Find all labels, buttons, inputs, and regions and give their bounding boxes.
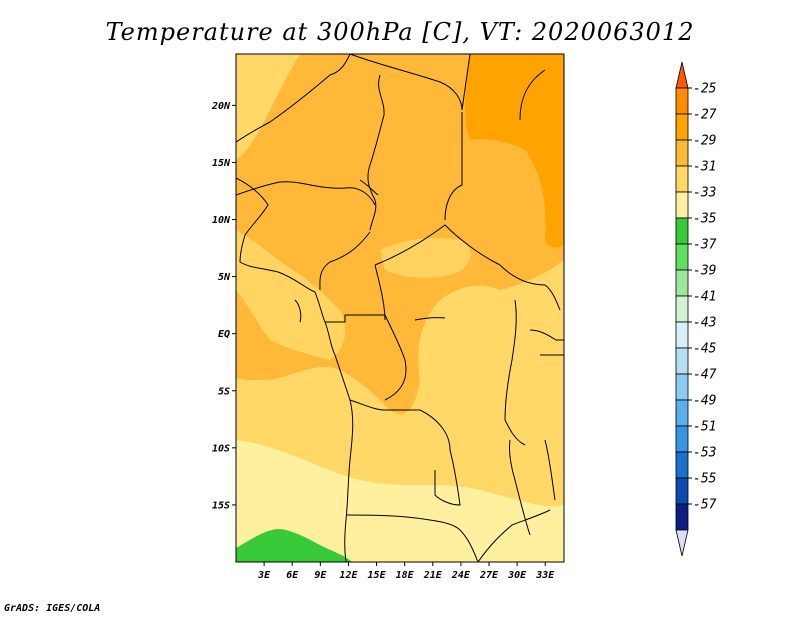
- colorbar-label: -25: [693, 82, 717, 97]
- border-malawi: [509, 439, 531, 536]
- lon-tick-label: 27E: [479, 570, 499, 581]
- lon-tick-label: 30E: [507, 570, 527, 581]
- colorbar-label: -55: [693, 472, 717, 487]
- border-egypt-sudan: [519, 69, 546, 121]
- colorbar-label: -27: [693, 108, 717, 123]
- lat-tick-label: 5S: [218, 386, 230, 397]
- border-namibia: [345, 514, 479, 562]
- grads-credit: GrADS: IGES/COLA: [4, 603, 101, 614]
- colorbar-label: -31: [693, 160, 716, 175]
- lat-tick-label: 15N: [212, 158, 231, 169]
- temperature-field: [236, 54, 564, 562]
- longitude-axis: 3E 6E 9E 12E 15E 18E 21E 24E 27E 30E 33E: [257, 562, 555, 581]
- colorbar-swatch: [675, 451, 689, 479]
- field-band-33-35: [236, 440, 564, 562]
- colorbar-swatch: [675, 425, 689, 453]
- colorbar-swatch: [675, 373, 689, 401]
- border-niger-chad: [367, 74, 385, 231]
- colorbar-swatch: [675, 87, 689, 115]
- border-angola-drc: [349, 399, 461, 506]
- colorbar-top-arrow: [675, 61, 689, 89]
- colorbar-swatch: [675, 321, 689, 349]
- lon-tick-label: 21E: [423, 570, 443, 581]
- field-band-27-29: [465, 54, 564, 248]
- colorbar-label: -41: [693, 290, 716, 305]
- border-libya: [349, 54, 471, 111]
- colorbar-label: -49: [693, 394, 716, 409]
- lat-tick-label: EQ: [218, 329, 230, 340]
- colorbar-label: -39: [693, 264, 716, 279]
- lon-tick-label: 33E: [535, 570, 555, 581]
- lat-tick-label: 20N: [211, 101, 231, 112]
- colorbar-swatch: [675, 503, 689, 531]
- border-mali-algeria: [236, 54, 351, 143]
- colorbar: -25 -27 -29 -31 -33 -35 -37 -39 -41 -43 -45 -47 -49 -…: [675, 61, 717, 557]
- border-cameroon-car: [374, 264, 386, 321]
- colorbar-swatch: [675, 399, 689, 427]
- colorbar-label: -29: [693, 134, 716, 149]
- colorbar-label: -53: [693, 446, 716, 461]
- latitude-axis: 20N 15N 10N 5N EQ 5S 10S 15S: [211, 101, 236, 511]
- field-patch-north-west: [236, 54, 300, 160]
- lon-tick-label: 3E: [257, 570, 271, 581]
- lon-tick-label: 9E: [314, 570, 327, 581]
- colorbar-swatch: [675, 243, 689, 271]
- border-congo: [325, 314, 407, 401]
- field-patch-gulf: [236, 230, 346, 360]
- colorbar-swatch: [675, 113, 689, 141]
- colorbar-label: -47: [693, 368, 717, 383]
- colorbar-swatch: [675, 295, 689, 323]
- map-title: Temperature at 300hPa [C], VT: 202006301…: [105, 18, 695, 46]
- colorbar-swatch: [675, 269, 689, 297]
- colorbar-swatch: [675, 165, 689, 193]
- colorbar-label: -51: [693, 420, 716, 435]
- coastline-atlantic: [236, 177, 354, 562]
- plot-frame: [235, 53, 565, 563]
- colorbar-swatch: [675, 347, 689, 375]
- lon-tick-label: 15E: [368, 570, 387, 581]
- field-patch-central: [380, 238, 471, 278]
- lat-tick-label: 10N: [212, 215, 231, 226]
- border-car: [374, 224, 561, 311]
- colorbar-label: -35: [693, 212, 717, 227]
- colorbar-label: -45: [693, 342, 717, 357]
- colorbar-swatch: [675, 191, 689, 219]
- colorbar-swatch: [675, 217, 689, 245]
- colorbar-label: -57: [693, 498, 717, 513]
- colorbar-swatch: [675, 477, 689, 505]
- border-zambia-south: [477, 509, 551, 562]
- border-great-lakes: [504, 299, 526, 446]
- colorbar-label: -43: [693, 316, 716, 331]
- lon-tick-label: 6E: [286, 570, 299, 581]
- lon-tick-label: 24E: [451, 570, 471, 581]
- colorbar-label: -37: [693, 238, 717, 253]
- border-mozambique: [544, 439, 556, 501]
- river-congo: [414, 317, 446, 321]
- borders: [236, 54, 564, 562]
- island-bioko: [294, 299, 302, 323]
- border-niger-nigeria: [236, 181, 376, 206]
- colorbar-swatch: [675, 139, 689, 167]
- field-band-35-37: [236, 528, 352, 562]
- lat-tick-label: 10S: [212, 443, 230, 454]
- border-cameroon-nigeria: [319, 231, 371, 291]
- lon-tick-label: 18E: [396, 570, 415, 581]
- lat-tick-label: 5N: [218, 272, 231, 283]
- lon-tick-label: 12E: [339, 570, 358, 581]
- colorbar-label: -33: [693, 186, 716, 201]
- border-lake-chad: [359, 179, 379, 196]
- border-uganda-kenya: [529, 329, 564, 341]
- border-sudan-chad: [444, 112, 463, 221]
- colorbar-bottom-arrow: [675, 529, 689, 557]
- lat-tick-label: 15S: [212, 500, 230, 511]
